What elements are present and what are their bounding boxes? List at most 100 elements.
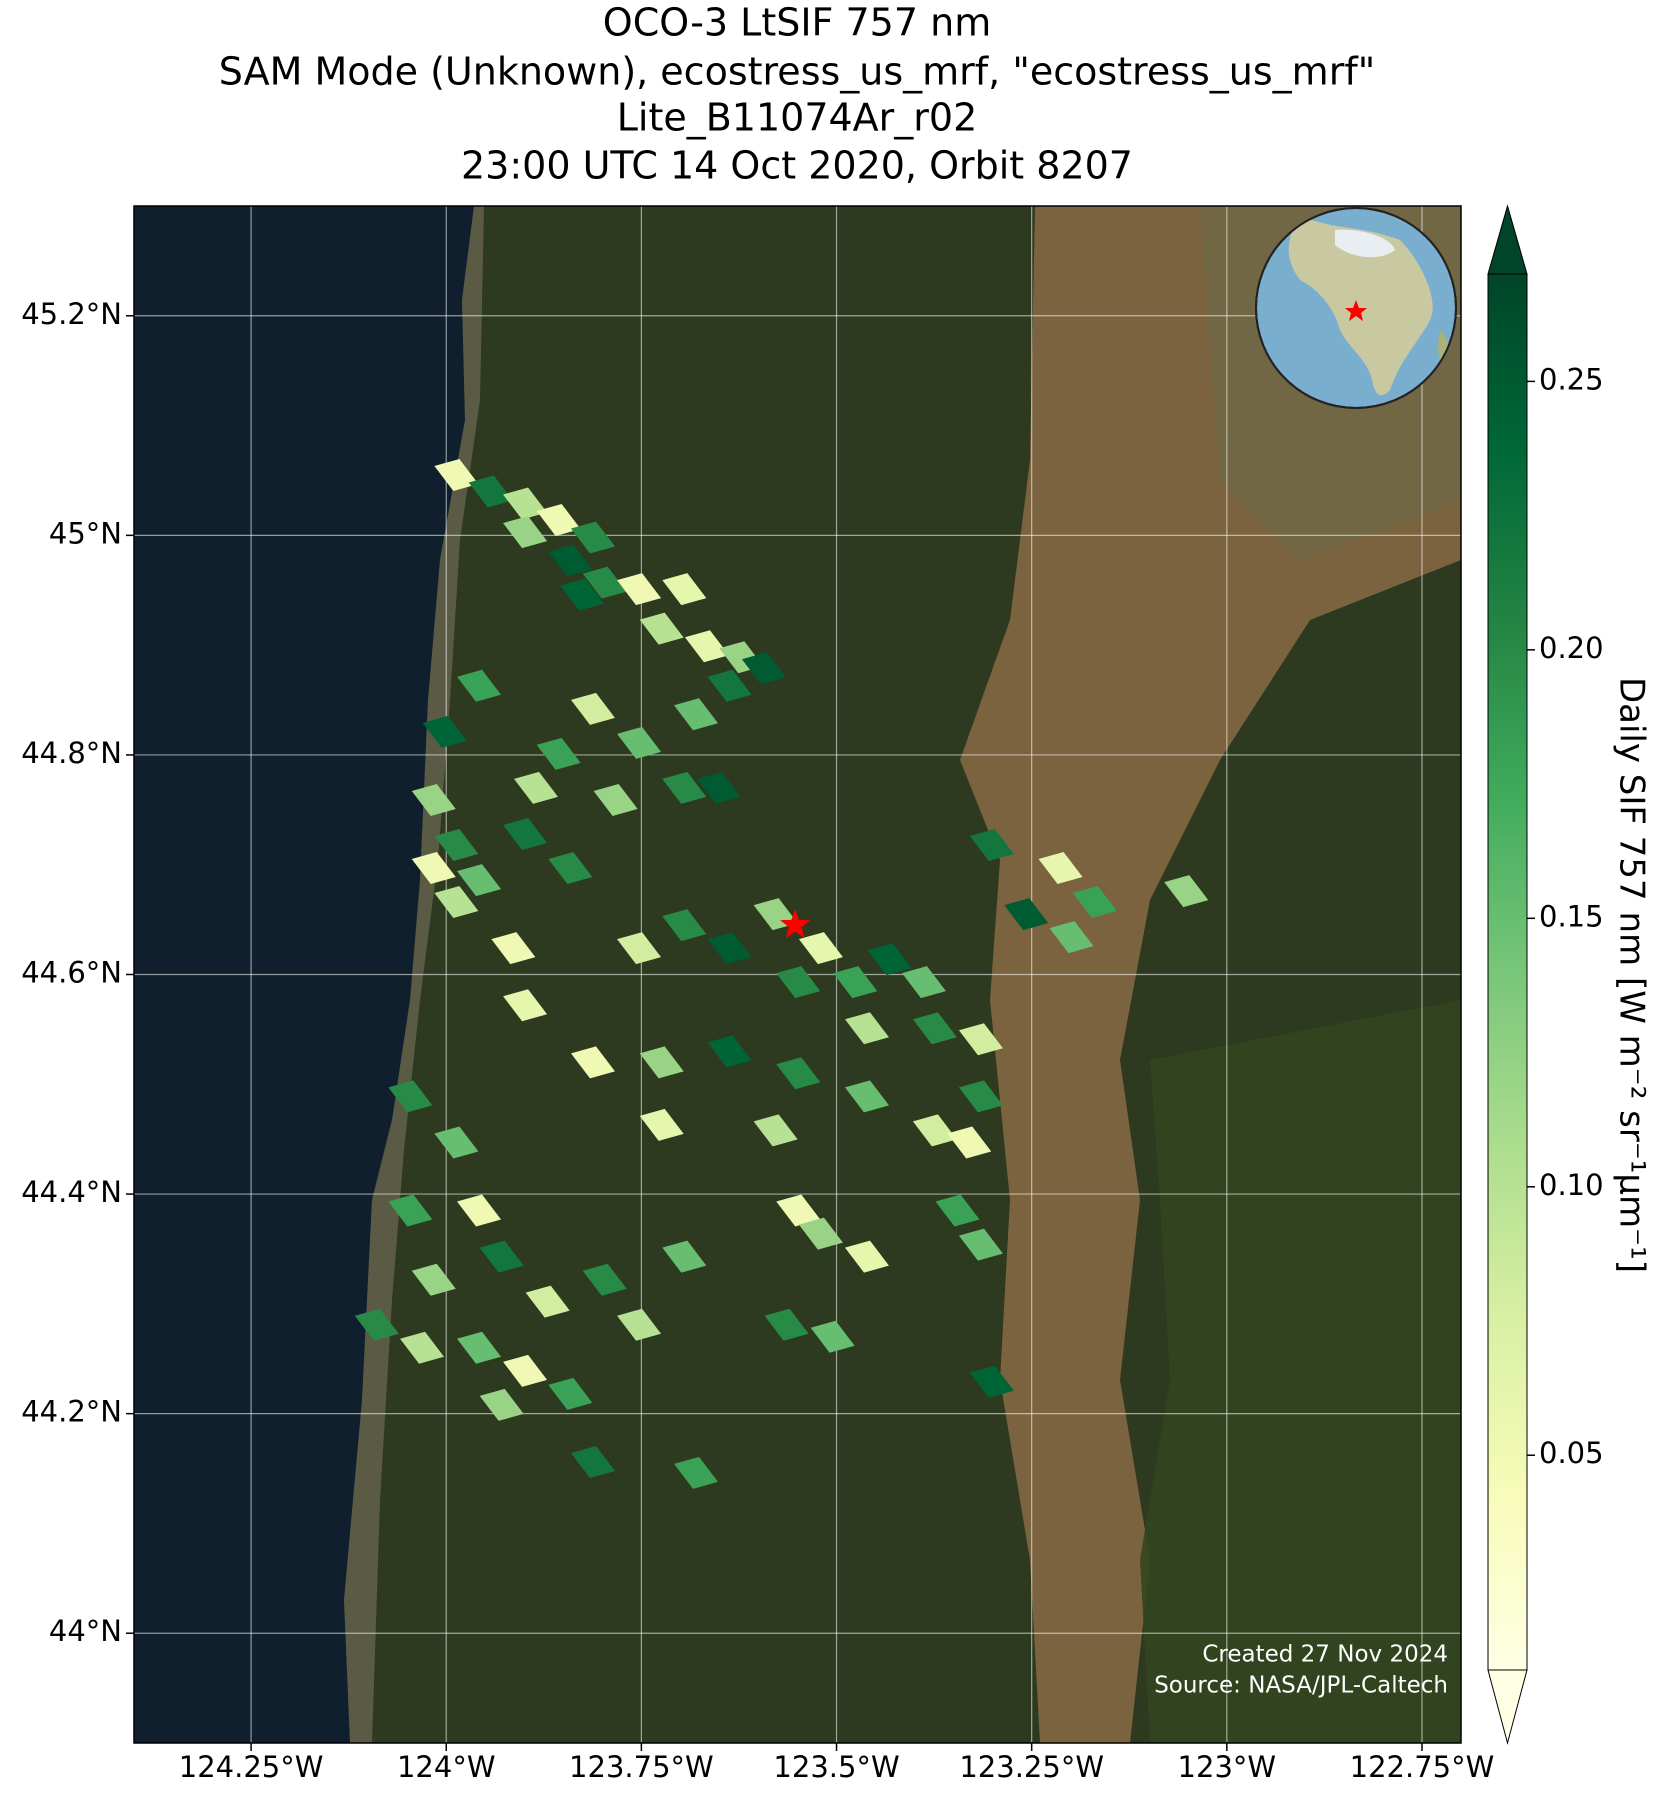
sif-footprint <box>969 1365 1014 1398</box>
x-tick-label: 124°W <box>397 1750 496 1784</box>
colorbar-tick-label: 0.15 <box>1539 899 1604 933</box>
y-tick-label: 44.4°N <box>21 1175 122 1209</box>
title-line: 23:00 UTC 14 Oct 2020, Orbit 8207 <box>461 144 1133 188</box>
sif-footprint <box>548 852 593 885</box>
sif-footprint <box>400 1331 445 1364</box>
y-tick-label: 44.6°N <box>21 956 122 990</box>
sif-footprint <box>741 652 786 685</box>
sif-footprint <box>776 966 821 999</box>
sif-footprint <box>1038 852 1083 885</box>
sif-footprint <box>901 966 946 999</box>
x-tick-label: 123.5°W <box>773 1750 899 1784</box>
title-line: SAM Mode (Unknown), ecostress_us_mrf, "e… <box>219 50 1375 94</box>
sif-footprint <box>639 1046 684 1079</box>
y-tick-label: 44.8°N <box>21 736 122 770</box>
colorbar-extend-top <box>1487 204 1528 275</box>
colorbar-extend-bottom <box>1487 1669 1528 1745</box>
sif-footprint <box>536 503 581 536</box>
sif-footprint <box>958 1228 1003 1261</box>
sif-footprint <box>411 783 456 816</box>
sif-footprint <box>548 544 593 577</box>
sif-footprint <box>764 1308 809 1341</box>
sif-footprint <box>662 771 707 804</box>
x-tick-label: 124.25°W <box>179 1750 324 1784</box>
sif-footprint <box>617 573 662 606</box>
sif-footprint <box>912 1114 957 1147</box>
title-line: OCO-3 LtSIF 757 nm <box>603 1 991 45</box>
sif-footprint <box>662 1240 707 1273</box>
x-tick-label: 123.25°W <box>959 1750 1104 1784</box>
sif-footprint <box>457 864 502 897</box>
sif-footprint <box>491 932 536 965</box>
credit-line: Source: NASA/JPL-Caltech <box>1154 1673 1448 1699</box>
sif-footprint <box>548 1377 593 1410</box>
sif-footprint <box>696 771 741 804</box>
inset-globe <box>1255 207 1457 409</box>
sif-footprint <box>479 1388 524 1421</box>
sif-footprint <box>422 715 467 748</box>
colorbar-tick-label: 0.25 <box>1539 362 1604 396</box>
sif-footprint <box>617 726 662 759</box>
sif-footprint <box>570 692 615 725</box>
sif-footprint <box>434 458 479 491</box>
sif-footprint <box>798 932 843 965</box>
sif-footprint <box>617 932 662 965</box>
sif-footprint <box>582 1263 627 1296</box>
sif-footprint <box>536 737 581 770</box>
colorbar-label: Daily SIF 757 nm [W m⁻² sr⁻¹µm⁻¹] <box>1612 677 1652 1273</box>
sif-footprint <box>810 1320 855 1353</box>
sif-footprint <box>662 573 707 606</box>
sif-footprint <box>935 1194 980 1227</box>
sif-footprint <box>479 1240 524 1273</box>
x-tick-label: 123.75°W <box>569 1750 714 1784</box>
sif-footprint <box>707 1035 752 1068</box>
colorbar <box>1487 273 1528 1671</box>
sif-footprint <box>674 698 719 731</box>
sif-footprint <box>525 1285 570 1318</box>
sif-footprint <box>560 578 605 611</box>
y-tick-label: 44.2°N <box>21 1395 122 1429</box>
sif-footprint <box>1072 886 1117 919</box>
sif-footprint <box>833 966 878 999</box>
x-tick-label: 123°W <box>1178 1750 1277 1784</box>
sif-footprint <box>354 1308 399 1341</box>
sif-footprint <box>639 1108 684 1141</box>
sif-footprint <box>776 1057 821 1090</box>
sif-footprint <box>776 1194 821 1227</box>
sif-footprint <box>707 932 752 965</box>
sif-footprint <box>593 783 638 816</box>
sif-footprint <box>844 1240 889 1273</box>
sif-footprint <box>844 1080 889 1113</box>
sif-footprint <box>969 828 1014 861</box>
sif-footprint <box>958 1023 1003 1056</box>
sif-footprint <box>570 1445 615 1478</box>
sif-footprint <box>503 487 548 520</box>
sif-footprint <box>457 1331 502 1364</box>
sif-footprint <box>844 1012 889 1045</box>
target-star <box>779 909 811 939</box>
sif-footprint <box>753 1114 798 1147</box>
y-tick-label: 44°N <box>49 1614 122 1648</box>
sif-footprint <box>388 1080 433 1113</box>
sif-footprint <box>1004 898 1049 931</box>
sif-footprint <box>514 771 559 804</box>
sif-footprint <box>947 1126 992 1159</box>
sif-footprint <box>662 909 707 942</box>
colorbar-tick-label: 0.10 <box>1539 1168 1604 1202</box>
sif-footprint <box>1049 921 1094 954</box>
sif-footprint <box>1164 875 1209 908</box>
sif-footprint <box>503 1354 548 1387</box>
sif-footprint <box>503 817 548 850</box>
sif-footprint <box>411 852 456 885</box>
sif-footprint <box>912 1012 957 1045</box>
sif-footprint <box>503 989 548 1022</box>
sif-footprint <box>684 630 729 663</box>
sif-footprint <box>434 886 479 919</box>
sif-footprint <box>434 828 479 861</box>
sif-footprint <box>468 475 513 508</box>
colorbar-tick-label: 0.20 <box>1539 631 1604 665</box>
sif-footprint <box>434 1126 479 1159</box>
sif-footprint <box>411 1263 456 1296</box>
sif-footprint <box>457 1194 502 1227</box>
